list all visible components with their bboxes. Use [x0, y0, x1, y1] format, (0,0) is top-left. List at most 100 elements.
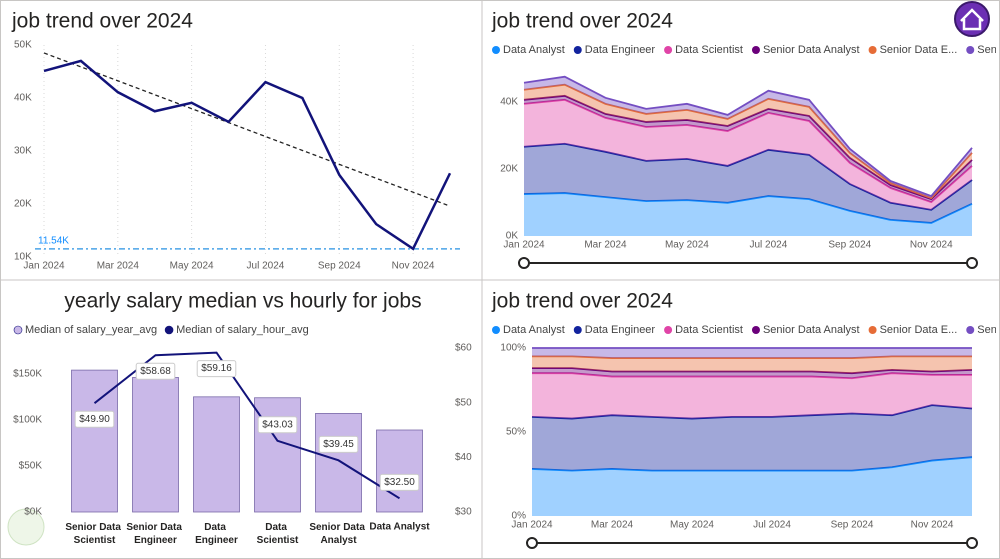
x-tick-label: Mar 2024	[97, 261, 140, 272]
time-slider[interactable]	[518, 257, 978, 269]
data-label: $58.68	[135, 362, 176, 380]
x-tick-label: Senior Data Engineer	[126, 522, 184, 546]
area-series	[524, 84, 972, 200]
y2-tick-label: $60	[455, 343, 472, 354]
data-label-text: $32.50	[384, 477, 415, 488]
legend-marker	[751, 326, 760, 334]
area-series	[524, 95, 972, 203]
legend-marker	[664, 46, 673, 54]
data-label-box	[257, 416, 298, 434]
data-label-box	[379, 473, 420, 491]
x-tick-label: Jan 2024	[511, 520, 553, 531]
y-tick-label: 20K	[14, 199, 32, 210]
area-series	[532, 368, 972, 379]
y-tick-label: $50K	[19, 461, 43, 472]
y-tick-label: 100%	[500, 343, 526, 354]
data-label-text: $39.45	[323, 439, 354, 450]
area-series	[524, 143, 972, 223]
chart-title: job trend over 2024	[491, 290, 673, 313]
x-tick-label: Senior Data Scientist	[65, 522, 123, 546]
legend-marker	[966, 326, 975, 334]
legend-marker	[966, 46, 975, 54]
data-label: $49.90	[74, 410, 115, 428]
slider-handle[interactable]	[966, 257, 978, 269]
legend-label: Senior Data E...	[880, 44, 958, 56]
y-tick-label: 40K	[14, 93, 32, 104]
x-tick-label: Jan 2024	[503, 240, 545, 251]
x-tick-label: Sep 2024	[828, 240, 871, 251]
legend-marker	[573, 326, 582, 334]
legend-marker	[492, 326, 500, 334]
x-tick-label: Data Scientist	[257, 522, 299, 546]
data-label-text: $49.90	[79, 414, 110, 425]
data-label-text: $59.16	[201, 363, 232, 374]
time-slider[interactable]	[526, 537, 978, 549]
x-tick-label: Sep 2024	[318, 261, 361, 272]
legend-label: Senior Data Analyst	[763, 44, 860, 56]
legend-marker	[751, 46, 760, 54]
bar	[315, 413, 362, 513]
line-series	[43, 59, 452, 251]
area-series	[532, 348, 972, 359]
legend-marker	[868, 326, 877, 334]
x-tick-label: Senior Data Analyst	[309, 522, 367, 546]
x-tick-label: Mar 2024	[584, 240, 627, 251]
area-edge	[532, 367, 973, 375]
x-tick-label: Jan 2024	[23, 261, 65, 272]
data-label: $59.16	[196, 360, 237, 378]
legend-label: Senior Data E...	[880, 324, 958, 336]
area-edge	[523, 192, 973, 224]
home-button[interactable]	[954, 1, 990, 37]
legend-label: Senior Data ...	[977, 44, 1000, 56]
home-icon	[960, 8, 984, 31]
y-tick-label: $0K	[24, 507, 42, 518]
y2-tick-label: $40	[455, 452, 472, 463]
data-label-box	[196, 360, 237, 378]
y2-tick-label: $50	[455, 397, 472, 408]
bar	[71, 369, 118, 513]
data-label: $43.03	[257, 416, 298, 434]
area-edge	[523, 75, 973, 198]
data-label-box	[74, 410, 115, 428]
x-tick-label: May 2024	[665, 240, 709, 251]
data-label: $39.45	[318, 435, 359, 453]
trend-line	[43, 52, 451, 207]
x-tick-label: Nov 2024	[910, 240, 953, 251]
slider-handle[interactable]	[518, 257, 530, 269]
area-edge	[532, 372, 972, 380]
legend-marker	[573, 46, 582, 54]
x-tick-label: Data Analyst	[369, 522, 430, 533]
chart-title: job trend over 2024	[11, 10, 193, 33]
data-label-text: $43.03	[262, 419, 293, 430]
y-tick-label: $150K	[13, 368, 42, 379]
bar	[254, 397, 301, 513]
legend-marker	[868, 46, 877, 54]
data-label-text: $58.68	[140, 366, 171, 377]
area-edge	[531, 404, 973, 420]
legend-label: Data Scientist	[675, 324, 743, 336]
logo	[7, 508, 45, 546]
legend-marker	[664, 326, 673, 334]
legend-label: Data Scientist	[675, 44, 743, 56]
legend-label: Median of salary_hour_avg	[176, 324, 309, 336]
bar	[132, 377, 179, 513]
area-series	[524, 99, 972, 210]
slider-handle[interactable]	[526, 537, 538, 549]
x-tick-label: Jul 2024	[749, 240, 787, 251]
reference-label: 11.54K	[38, 235, 69, 246]
area-series	[532, 405, 972, 471]
legend-label: Data Analyst	[503, 324, 565, 336]
y-tick-label: 50%	[506, 427, 526, 438]
y-tick-label: 20K	[500, 164, 518, 175]
area-edge	[523, 98, 973, 204]
chart-title: yearly salary median vs hourly for jobs	[64, 290, 421, 313]
legend-marker	[492, 46, 500, 54]
legend-marker	[164, 325, 174, 335]
y-tick-label: 0%	[512, 511, 527, 522]
x-tick-label: Jul 2024	[753, 520, 791, 531]
x-tick-label: Nov 2024	[392, 261, 435, 272]
y-tick-label: 50K	[14, 40, 32, 51]
area-series	[532, 457, 972, 516]
chart-title: job trend over 2024	[491, 10, 673, 33]
slider-handle[interactable]	[966, 537, 978, 549]
